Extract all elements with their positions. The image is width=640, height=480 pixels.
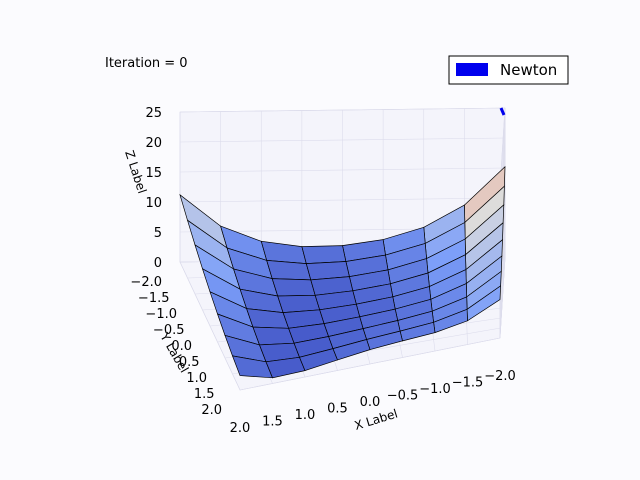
surface-facet xyxy=(332,339,371,361)
z-tick-label: 25 xyxy=(145,106,162,121)
gridline-x xyxy=(179,261,241,391)
y-tick-label: −1.5 xyxy=(138,291,170,306)
z-tick-label: 10 xyxy=(145,196,162,211)
y-tick-label: 0.5 xyxy=(179,355,200,370)
surface-mesh xyxy=(179,165,506,379)
y-tick-label: 0.0 xyxy=(171,339,192,354)
x-tick-label: 0.0 xyxy=(360,395,381,410)
surface-facet xyxy=(266,260,312,281)
legend-swatch xyxy=(456,63,488,76)
x-tick-label: −0.5 xyxy=(387,389,419,404)
legend: Newton xyxy=(448,55,569,85)
surface-facet xyxy=(301,245,347,264)
x-tick-label: −1.5 xyxy=(452,376,484,391)
z-tick-label: 15 xyxy=(145,166,162,181)
x-tick-label: −2.0 xyxy=(484,369,516,384)
x-tick-label: 0.5 xyxy=(327,402,348,417)
z-tick-label: 20 xyxy=(145,136,162,151)
x-tick-label: 2.0 xyxy=(230,421,251,436)
y-tick-label: −1.0 xyxy=(145,307,177,322)
x-tick-label: −1.0 xyxy=(419,382,451,397)
z-tick-label: 0 xyxy=(154,256,162,271)
legend-label: Newton xyxy=(500,61,557,79)
x-tick-label: 1.0 xyxy=(295,408,316,423)
x-axis-label: X Label xyxy=(353,406,400,432)
newton-marker-line xyxy=(499,107,506,116)
gridline-y xyxy=(239,337,501,391)
chart-title: Iteration = 0 xyxy=(105,56,188,71)
y-tick-label: −2.0 xyxy=(130,275,162,290)
y-tick-label: 2.0 xyxy=(201,403,222,418)
y-tick-label: −0.5 xyxy=(153,323,185,338)
y-tick-label: 1.5 xyxy=(194,387,215,402)
surface-facet xyxy=(271,278,316,297)
y-tick-label: 1.0 xyxy=(186,371,207,386)
newton-path-marker xyxy=(499,107,506,116)
x-tick-label: 1.5 xyxy=(262,415,283,430)
z-tick-label: 5 xyxy=(154,226,162,241)
surface-facet xyxy=(252,326,295,346)
tick-labels: 0510152025−2.0−1.5−1.0−0.50.00.51.01.52.… xyxy=(130,106,515,436)
